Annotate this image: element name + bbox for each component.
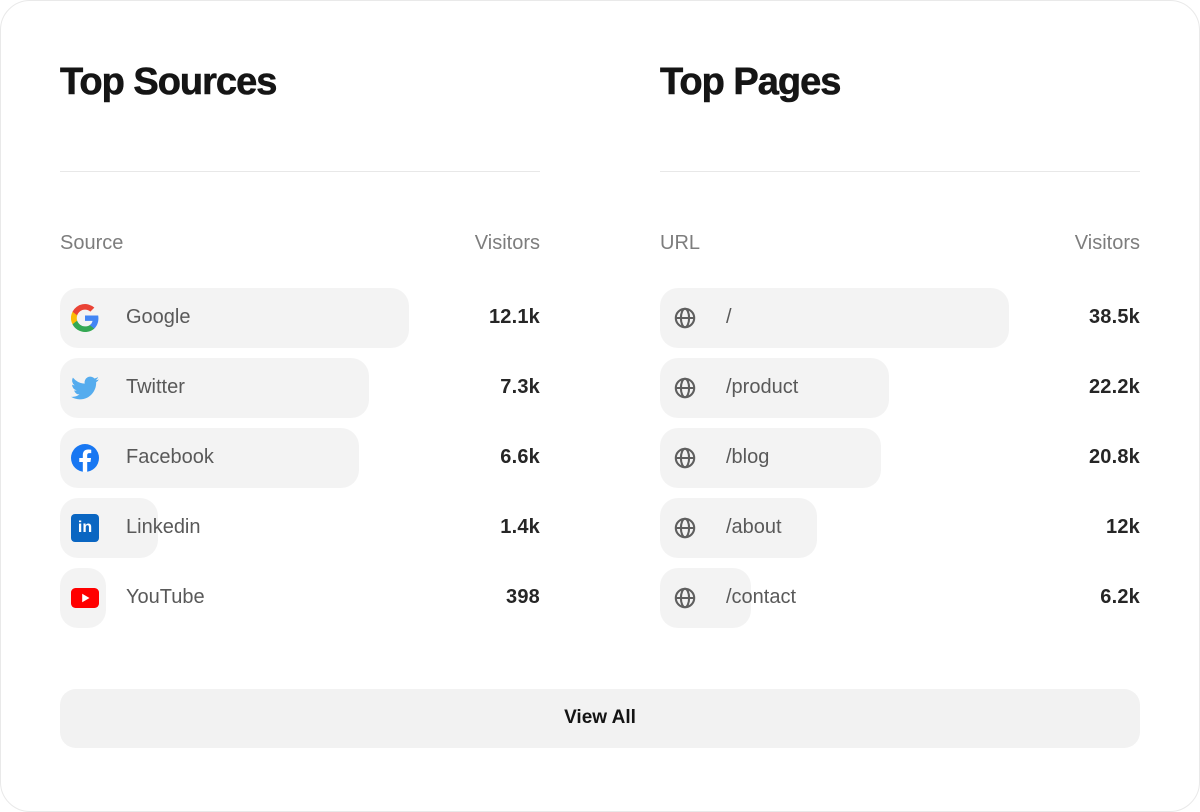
table-row[interactable]: /blog 20.8k: [660, 427, 1140, 488]
row-value: 7.3k: [500, 376, 540, 399]
bar-pill: [660, 357, 889, 418]
row-label: Google: [126, 306, 191, 329]
globe-icon: [671, 584, 699, 612]
row-value: 6.6k: [500, 446, 540, 469]
row-content: Google: [60, 303, 191, 332]
globe-icon: [671, 444, 699, 472]
column-header-visitors: Visitors: [1074, 231, 1140, 254]
row-label: /product: [726, 376, 799, 399]
row-label: Facebook: [126, 446, 214, 469]
panel-title: Top Pages: [660, 61, 842, 103]
row-value: 12.1k: [488, 306, 540, 329]
row-label: YouTube: [126, 586, 205, 609]
row-value: 12k: [1106, 516, 1140, 539]
row-label: /blog: [726, 446, 770, 469]
table-row[interactable]: in Linkedin 1.4k: [60, 497, 540, 558]
view-all-button[interactable]: View All: [60, 688, 1140, 748]
bar-pill: [660, 287, 1009, 348]
table-row[interactable]: Facebook 6.6k: [60, 427, 540, 488]
rows-list: / 38.5k /product 22.2k /blog 20.8k /abou…: [660, 287, 1140, 628]
table-row[interactable]: YouTube 398: [60, 567, 540, 628]
panels-grid: Top Sources Source Visitors Google 12.1k…: [1, 61, 1199, 628]
row-label: /about: [726, 516, 782, 539]
globe-icon: [671, 514, 699, 542]
column-header-label: Source: [60, 231, 124, 254]
bar-pill: [60, 427, 359, 488]
row-value: 6.2k: [1100, 586, 1140, 609]
row-value: 398: [506, 586, 540, 609]
table-row[interactable]: / 38.5k: [660, 287, 1140, 348]
row-label: Linkedin: [126, 516, 201, 539]
row-value: 38.5k: [1088, 306, 1140, 329]
table-row[interactable]: /about 12k: [660, 497, 1140, 558]
row-content: Facebook: [60, 443, 214, 472]
panel: Top Pages URL Visitors / 38.5k /product …: [660, 61, 1140, 628]
row-value: 1.4k: [500, 516, 540, 539]
linkedin-icon: in: [71, 513, 99, 542]
column-header-label: URL: [660, 231, 701, 254]
row-label: /contact: [726, 586, 797, 609]
row-content: Twitter: [60, 374, 185, 402]
row-label: Twitter: [126, 376, 185, 399]
twitter-icon: [71, 374, 99, 402]
globe-icon: [671, 304, 699, 332]
youtube-icon: [71, 584, 99, 612]
panel-divider: [60, 170, 540, 172]
row-label: /: [726, 306, 732, 329]
row-content: /product: [660, 374, 798, 402]
panel-title: Top Sources: [60, 61, 278, 103]
row-content: /blog: [660, 444, 769, 472]
bar-pill: [60, 357, 369, 418]
panel: Top Sources Source Visitors Google 12.1k…: [60, 61, 540, 628]
row-content: YouTube: [60, 584, 205, 612]
row-content: /contact: [660, 584, 796, 612]
row-value: 20.8k: [1088, 446, 1140, 469]
table-row[interactable]: Twitter 7.3k: [60, 357, 540, 418]
column-header-visitors: Visitors: [474, 231, 540, 254]
panel-divider: [660, 170, 1140, 172]
row-content: /about: [660, 514, 782, 542]
bar-pill: [660, 427, 881, 488]
globe-icon: [671, 374, 699, 402]
google-icon: [71, 303, 99, 332]
row-content: /: [660, 304, 732, 332]
rows-list: Google 12.1k Twitter 7.3k Facebook 6.6k …: [60, 287, 540, 628]
bar-pill: [60, 287, 409, 348]
row-value: 22.2k: [1088, 376, 1140, 399]
table-row[interactable]: /contact 6.2k: [660, 567, 1140, 628]
table-row[interactable]: /product 22.2k: [660, 357, 1140, 418]
facebook-icon: [71, 443, 99, 472]
table-header: Source Visitors: [60, 232, 540, 255]
table-row[interactable]: Google 12.1k: [60, 287, 540, 348]
row-content: in Linkedin: [60, 513, 201, 542]
table-header: URL Visitors: [660, 232, 1140, 255]
